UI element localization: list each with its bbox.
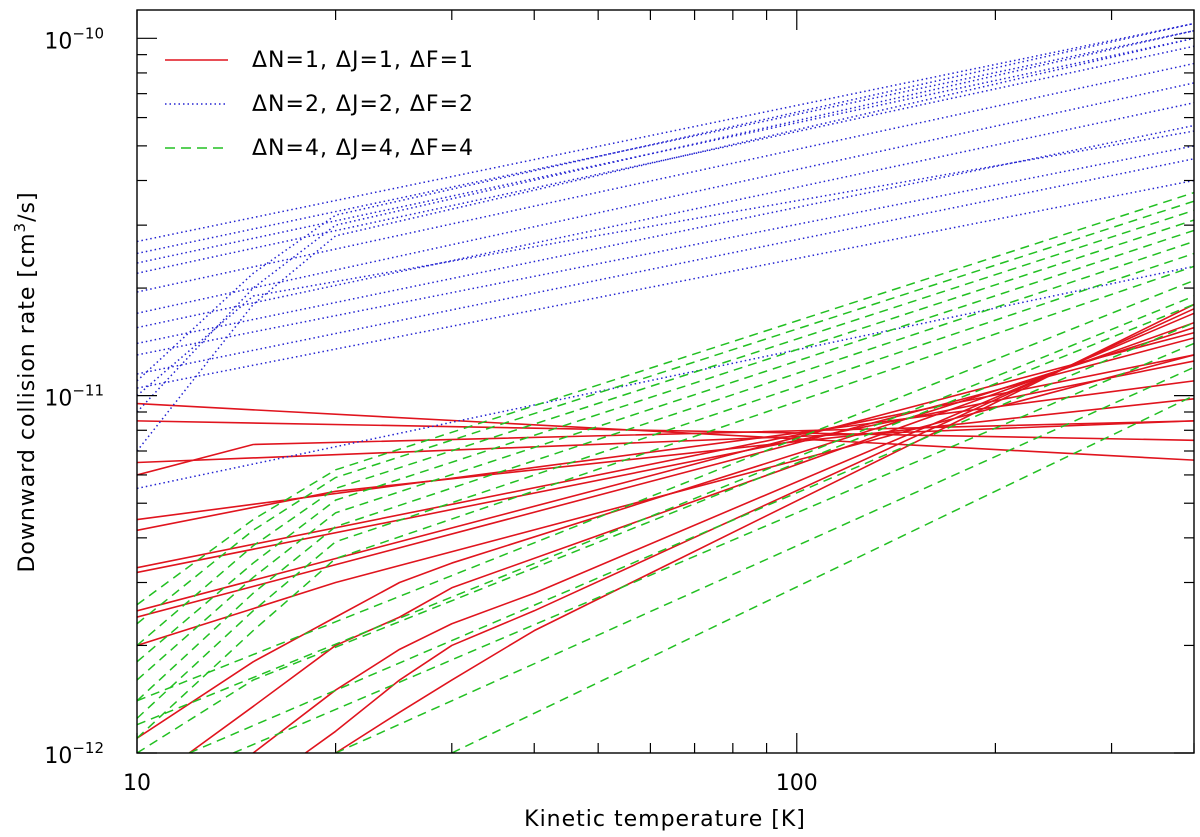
series-line-dn1-4 xyxy=(137,420,1194,464)
series-line-dn2-12 xyxy=(137,130,1194,397)
series-line-dn1-2 xyxy=(137,420,1194,442)
series-line-dn1-5 xyxy=(137,397,1194,532)
series-line-dn4-4 xyxy=(137,219,1194,663)
y-tick-label: 10−10 xyxy=(44,24,104,54)
ticks-layer xyxy=(136,10,1195,754)
series-line-dn4-12 xyxy=(188,322,1194,753)
series-line-dn2-7 xyxy=(137,102,1194,329)
series-group-dn2 xyxy=(137,22,1194,490)
series-line-dn2-10 xyxy=(137,158,1194,375)
series-line-dn2-11 xyxy=(137,179,1194,389)
series-line-dn4-5 xyxy=(137,229,1194,681)
series-line-dn4-8 xyxy=(137,265,1194,739)
series-line-dn2-2 xyxy=(137,29,1194,255)
series-line-dn4-11 xyxy=(137,303,1194,753)
tick-labels-layer: 10 100 10−12 10−11 10−10 xyxy=(44,24,817,796)
series-line-dn1-3 xyxy=(137,420,1194,476)
series-line-dn4-7 xyxy=(137,252,1194,719)
series-line-dn2-14 xyxy=(137,29,1194,413)
series-line-dn2-4 xyxy=(137,45,1194,275)
series-line-dn4-2 xyxy=(137,200,1194,625)
series-line-dn1-12 xyxy=(137,326,1194,739)
series-line-dn1-6 xyxy=(137,380,1194,521)
series-line-dn4-15 xyxy=(451,394,1194,753)
x-tick-label: 100 xyxy=(776,771,818,796)
series-layer xyxy=(137,22,1194,753)
y-axis-label-prefix: Downward collision rate [cm xyxy=(15,232,40,572)
plot-frame xyxy=(136,9,1195,754)
series-line-dn4-9 xyxy=(137,279,1194,702)
y-axis-label-suffix: /s] xyxy=(15,191,40,221)
series-line-dn2-5 xyxy=(137,62,1194,293)
series-line-dn1-14 xyxy=(252,312,1194,753)
series-line-dn1-8 xyxy=(137,354,1194,569)
y-axis-label: Downward collision rate [cm3/s] xyxy=(11,191,40,572)
y-tick-label: 10−12 xyxy=(44,739,104,769)
legend-entry-dn2: ΔN=2, ΔJ=2, ΔF=2 xyxy=(165,92,474,117)
series-line-dn1-1 xyxy=(137,402,1194,461)
x-axis-label: Kinetic temperature [K] xyxy=(524,807,806,832)
x-tick-label: 10 xyxy=(123,771,151,796)
series-line-dn4-1 xyxy=(137,191,1194,606)
series-line-dn2-16 xyxy=(137,265,1194,490)
series-line-dn2-3 xyxy=(137,37,1194,264)
series-line-dn2-13 xyxy=(137,37,1194,452)
y-tick-label: 10−11 xyxy=(44,382,104,412)
series-line-dn1-15 xyxy=(304,308,1194,753)
series-line-dn1-11 xyxy=(137,354,1194,647)
legend-label-dn2: ΔN=2, ΔJ=2, ΔF=2 xyxy=(252,92,474,117)
legend-entry-dn1: ΔN=1, ΔJ=1, ΔF=1 xyxy=(165,48,474,73)
legend: ΔN=1, ΔJ=1, ΔF=1 ΔN=2, ΔJ=2, ΔF=2 ΔN=4, … xyxy=(165,48,474,161)
series-line-dn1-10 xyxy=(137,331,1194,612)
series-line-dn2-15 xyxy=(137,22,1194,382)
series-line-dn1-16 xyxy=(335,303,1194,753)
series-line-dn4-10 xyxy=(137,295,1194,726)
y-axis-label-superscript: 3 xyxy=(11,222,29,233)
series-line-dn4-13 xyxy=(233,342,1194,753)
series-line-dn4-6 xyxy=(137,240,1194,702)
series-line-dn4-14 xyxy=(335,366,1194,753)
legend-label-dn4: ΔN=4, ΔJ=4, ΔF=4 xyxy=(252,136,474,161)
legend-label-dn1: ΔN=1, ΔJ=1, ΔF=1 xyxy=(252,48,474,73)
series-line-dn2-6 xyxy=(137,82,1194,315)
series-line-dn1-9 xyxy=(137,337,1194,618)
legend-entry-dn4: ΔN=4, ΔJ=4, ΔF=4 xyxy=(165,136,474,161)
series-line-dn1-7 xyxy=(137,360,1194,574)
series-line-dn4-3 xyxy=(137,209,1194,646)
series-group-dn4 xyxy=(137,191,1194,753)
